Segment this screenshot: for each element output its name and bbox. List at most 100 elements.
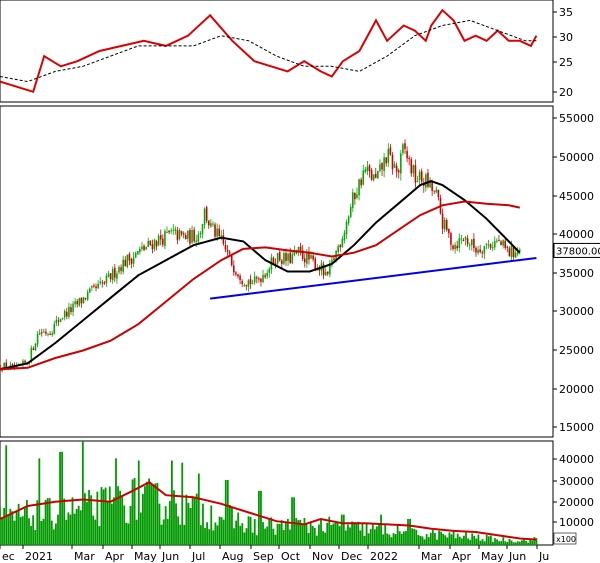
volume-bar xyxy=(233,528,235,545)
candle-body xyxy=(172,229,175,231)
volume-bar xyxy=(59,451,61,545)
volume-bar xyxy=(81,441,84,545)
candle-body xyxy=(237,274,239,277)
candle-body xyxy=(402,144,404,153)
volume-bar xyxy=(129,505,132,545)
y-tick-label: 55000 xyxy=(559,112,594,125)
volume-bar xyxy=(193,498,196,545)
volume-bar xyxy=(94,519,97,545)
candle-body xyxy=(103,282,106,284)
y-tick-label: 40000 xyxy=(559,453,594,466)
volume-bar xyxy=(498,541,501,545)
volume-bars xyxy=(0,441,538,545)
candle-body xyxy=(111,268,114,281)
candle-body xyxy=(187,230,189,239)
x-tick-label: Apr xyxy=(452,550,472,563)
volume-bar xyxy=(9,508,12,545)
candle-body xyxy=(324,271,327,276)
volume-bar xyxy=(0,507,1,545)
candle-body xyxy=(303,258,306,263)
volume-bar xyxy=(164,506,167,545)
candle-body xyxy=(512,247,515,258)
volume-bar xyxy=(322,531,324,545)
candle-body xyxy=(343,232,346,241)
candle-body xyxy=(276,253,279,264)
candle-body xyxy=(368,165,371,172)
volume-bar xyxy=(90,495,93,545)
volume-bar xyxy=(367,533,370,545)
volume-bar xyxy=(133,477,136,545)
candle-body xyxy=(82,297,85,304)
candle-body xyxy=(333,258,335,260)
volume-unit-label: x100 xyxy=(556,535,576,544)
volume-bar xyxy=(309,522,312,545)
candle-body xyxy=(450,233,452,245)
price-moving-average-fast-line xyxy=(0,180,521,371)
candle-body xyxy=(418,171,421,181)
candle-body xyxy=(3,362,5,370)
candle-body xyxy=(479,249,481,253)
volume-bar xyxy=(214,522,217,545)
volume-bar xyxy=(117,486,119,545)
x-tick-label: Nov xyxy=(312,550,334,563)
candle-body xyxy=(174,229,177,231)
volume-bar xyxy=(411,528,414,545)
candle-body xyxy=(448,228,450,234)
x-tick-label: Jun xyxy=(161,550,179,563)
volume-bar xyxy=(460,538,463,545)
volume-bar xyxy=(212,530,215,545)
volume-panel: 40000 30000 20000 10000 x100 xyxy=(0,440,594,546)
volume-bar xyxy=(286,518,289,545)
volume-bar xyxy=(38,458,41,545)
volume-bar xyxy=(272,528,275,545)
volume-bar xyxy=(243,532,246,545)
candle-body xyxy=(34,343,37,351)
candle-body xyxy=(147,240,150,247)
volume-bar xyxy=(268,518,271,545)
candle-body xyxy=(197,234,200,242)
candle-body xyxy=(235,272,237,275)
volume-bar xyxy=(3,507,6,545)
volume-bar xyxy=(318,524,320,545)
candle-body xyxy=(339,245,342,248)
volume-bar xyxy=(15,511,18,545)
candle-body xyxy=(312,255,314,260)
candle-body xyxy=(400,153,402,174)
volume-bar xyxy=(251,532,254,545)
volume-bar xyxy=(386,533,389,545)
volume-bar xyxy=(448,532,451,545)
volume-bar xyxy=(494,538,496,545)
volume-bar xyxy=(299,519,302,545)
volume-bar xyxy=(104,487,107,545)
candles xyxy=(0,139,521,373)
candle-body xyxy=(80,297,83,304)
volume-bar xyxy=(257,490,260,545)
volume-bar xyxy=(135,519,138,545)
x-tick-label: Aug xyxy=(222,550,243,563)
volume-bar xyxy=(489,535,492,545)
candle-body xyxy=(306,252,308,264)
candle-body xyxy=(268,268,271,273)
volume-bar xyxy=(32,515,35,545)
volume-bar xyxy=(75,509,78,545)
candle-body xyxy=(506,246,509,248)
volume-bar xyxy=(26,500,28,545)
volume-bar xyxy=(324,532,327,545)
indicator-signal-line xyxy=(0,19,537,83)
volume-bar xyxy=(477,534,480,545)
volume-bar xyxy=(471,533,474,545)
last-price-label: 37800.00 xyxy=(556,246,600,257)
y-tick-label: 35 xyxy=(559,6,573,19)
candle-body xyxy=(283,253,285,264)
volume-bar xyxy=(67,512,70,545)
volume-bar xyxy=(369,529,372,545)
candle-body xyxy=(404,143,406,149)
candle-body xyxy=(136,251,139,254)
volume-bar xyxy=(301,524,304,545)
candle-body xyxy=(326,271,329,274)
candle-body xyxy=(91,285,93,288)
volume-bar xyxy=(11,511,14,545)
volume-frame xyxy=(0,440,554,546)
volume-bar xyxy=(452,531,455,545)
